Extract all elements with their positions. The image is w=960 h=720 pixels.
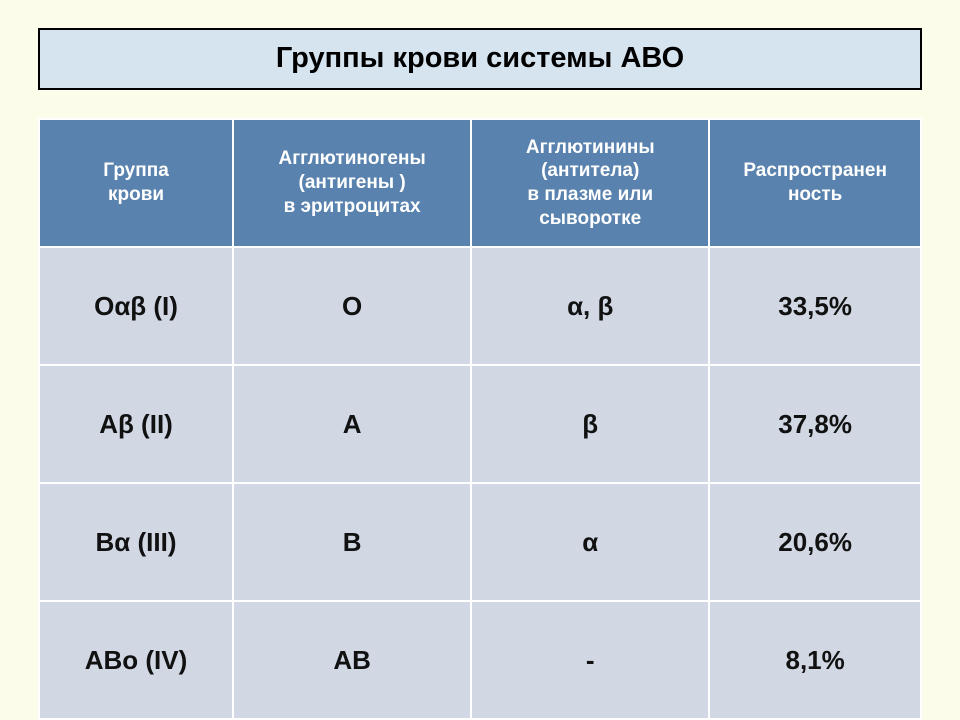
cell-antibody: α <box>471 483 709 601</box>
col-header-group: Группакрови <box>39 119 233 247</box>
table-row: Вα (III) В α 20,6% <box>39 483 921 601</box>
table-row: Аβ (II) А β 37,8% <box>39 365 921 483</box>
table-row: Оαβ (I) О α, β 33,5% <box>39 247 921 365</box>
cell-antibody: α, β <box>471 247 709 365</box>
table-header-row: Группакрови Агглютиногены(антигены )в эр… <box>39 119 921 247</box>
cell-group: АВо (IV) <box>39 601 233 719</box>
page-title: Группы крови системы АВО <box>38 28 922 90</box>
cell-prevalence: 8,1% <box>709 601 921 719</box>
cell-prevalence: 37,8% <box>709 365 921 483</box>
blood-groups-table: Группакрови Агглютиногены(антигены )в эр… <box>38 118 922 720</box>
cell-group: Оαβ (I) <box>39 247 233 365</box>
table-row: АВо (IV) АВ - 8,1% <box>39 601 921 719</box>
cell-prevalence: 33,5% <box>709 247 921 365</box>
col-header-antibodies: Агглютинины(антитела)в плазме илисыворот… <box>471 119 709 247</box>
col-header-antigens: Агглютиногены(антигены )в эритроцитах <box>233 119 471 247</box>
cell-antigen: О <box>233 247 471 365</box>
cell-antigen: АВ <box>233 601 471 719</box>
cell-antibody: β <box>471 365 709 483</box>
cell-antibody: - <box>471 601 709 719</box>
cell-antigen: В <box>233 483 471 601</box>
cell-antigen: А <box>233 365 471 483</box>
cell-prevalence: 20,6% <box>709 483 921 601</box>
col-header-prevalence: Распространенность <box>709 119 921 247</box>
cell-group: Вα (III) <box>39 483 233 601</box>
cell-group: Аβ (II) <box>39 365 233 483</box>
